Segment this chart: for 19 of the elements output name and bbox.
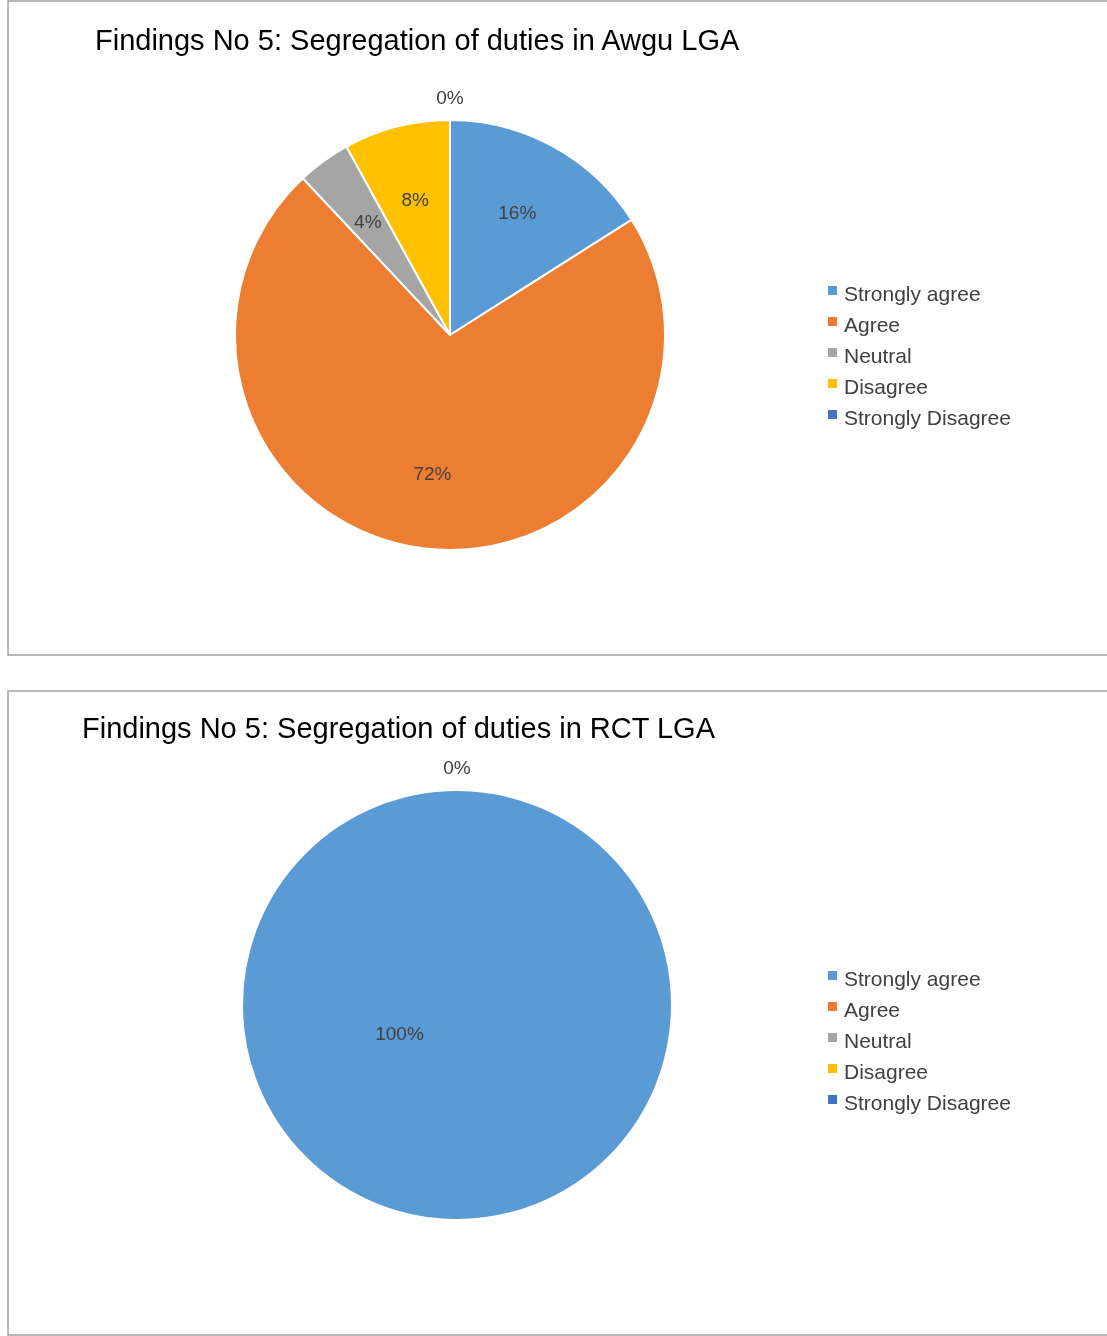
legend-label: Neutral <box>844 343 912 367</box>
legend-label: Disagree <box>844 1059 929 1083</box>
chart-title: Findings No 5: Segregation of duties in RCT LGA <box>82 712 716 744</box>
data-label: 4% <box>354 210 382 232</box>
chart-title: Findings No 5: Segregation of duties in Awgu LGA <box>95 24 740 56</box>
legend-label: Agree <box>844 312 901 336</box>
text: 0% <box>443 757 471 778</box>
text: 0% <box>436 87 464 108</box>
data-label: 8% <box>401 188 430 210</box>
legend-label: Strongly Disagree <box>844 1090 1011 1114</box>
legend-label: Strongly agree <box>844 966 981 990</box>
data-label: 72% <box>413 462 452 484</box>
legend-label: Strongly Disagree <box>844 405 1011 429</box>
legend-label: Neutral <box>844 1028 912 1052</box>
data-label: 100% <box>375 1023 424 1045</box>
data-label: 16% <box>498 201 537 223</box>
legend-label: Disagree <box>844 374 929 398</box>
legend-label: Agree <box>844 997 901 1021</box>
legend-label: Strongly agree <box>844 281 981 305</box>
